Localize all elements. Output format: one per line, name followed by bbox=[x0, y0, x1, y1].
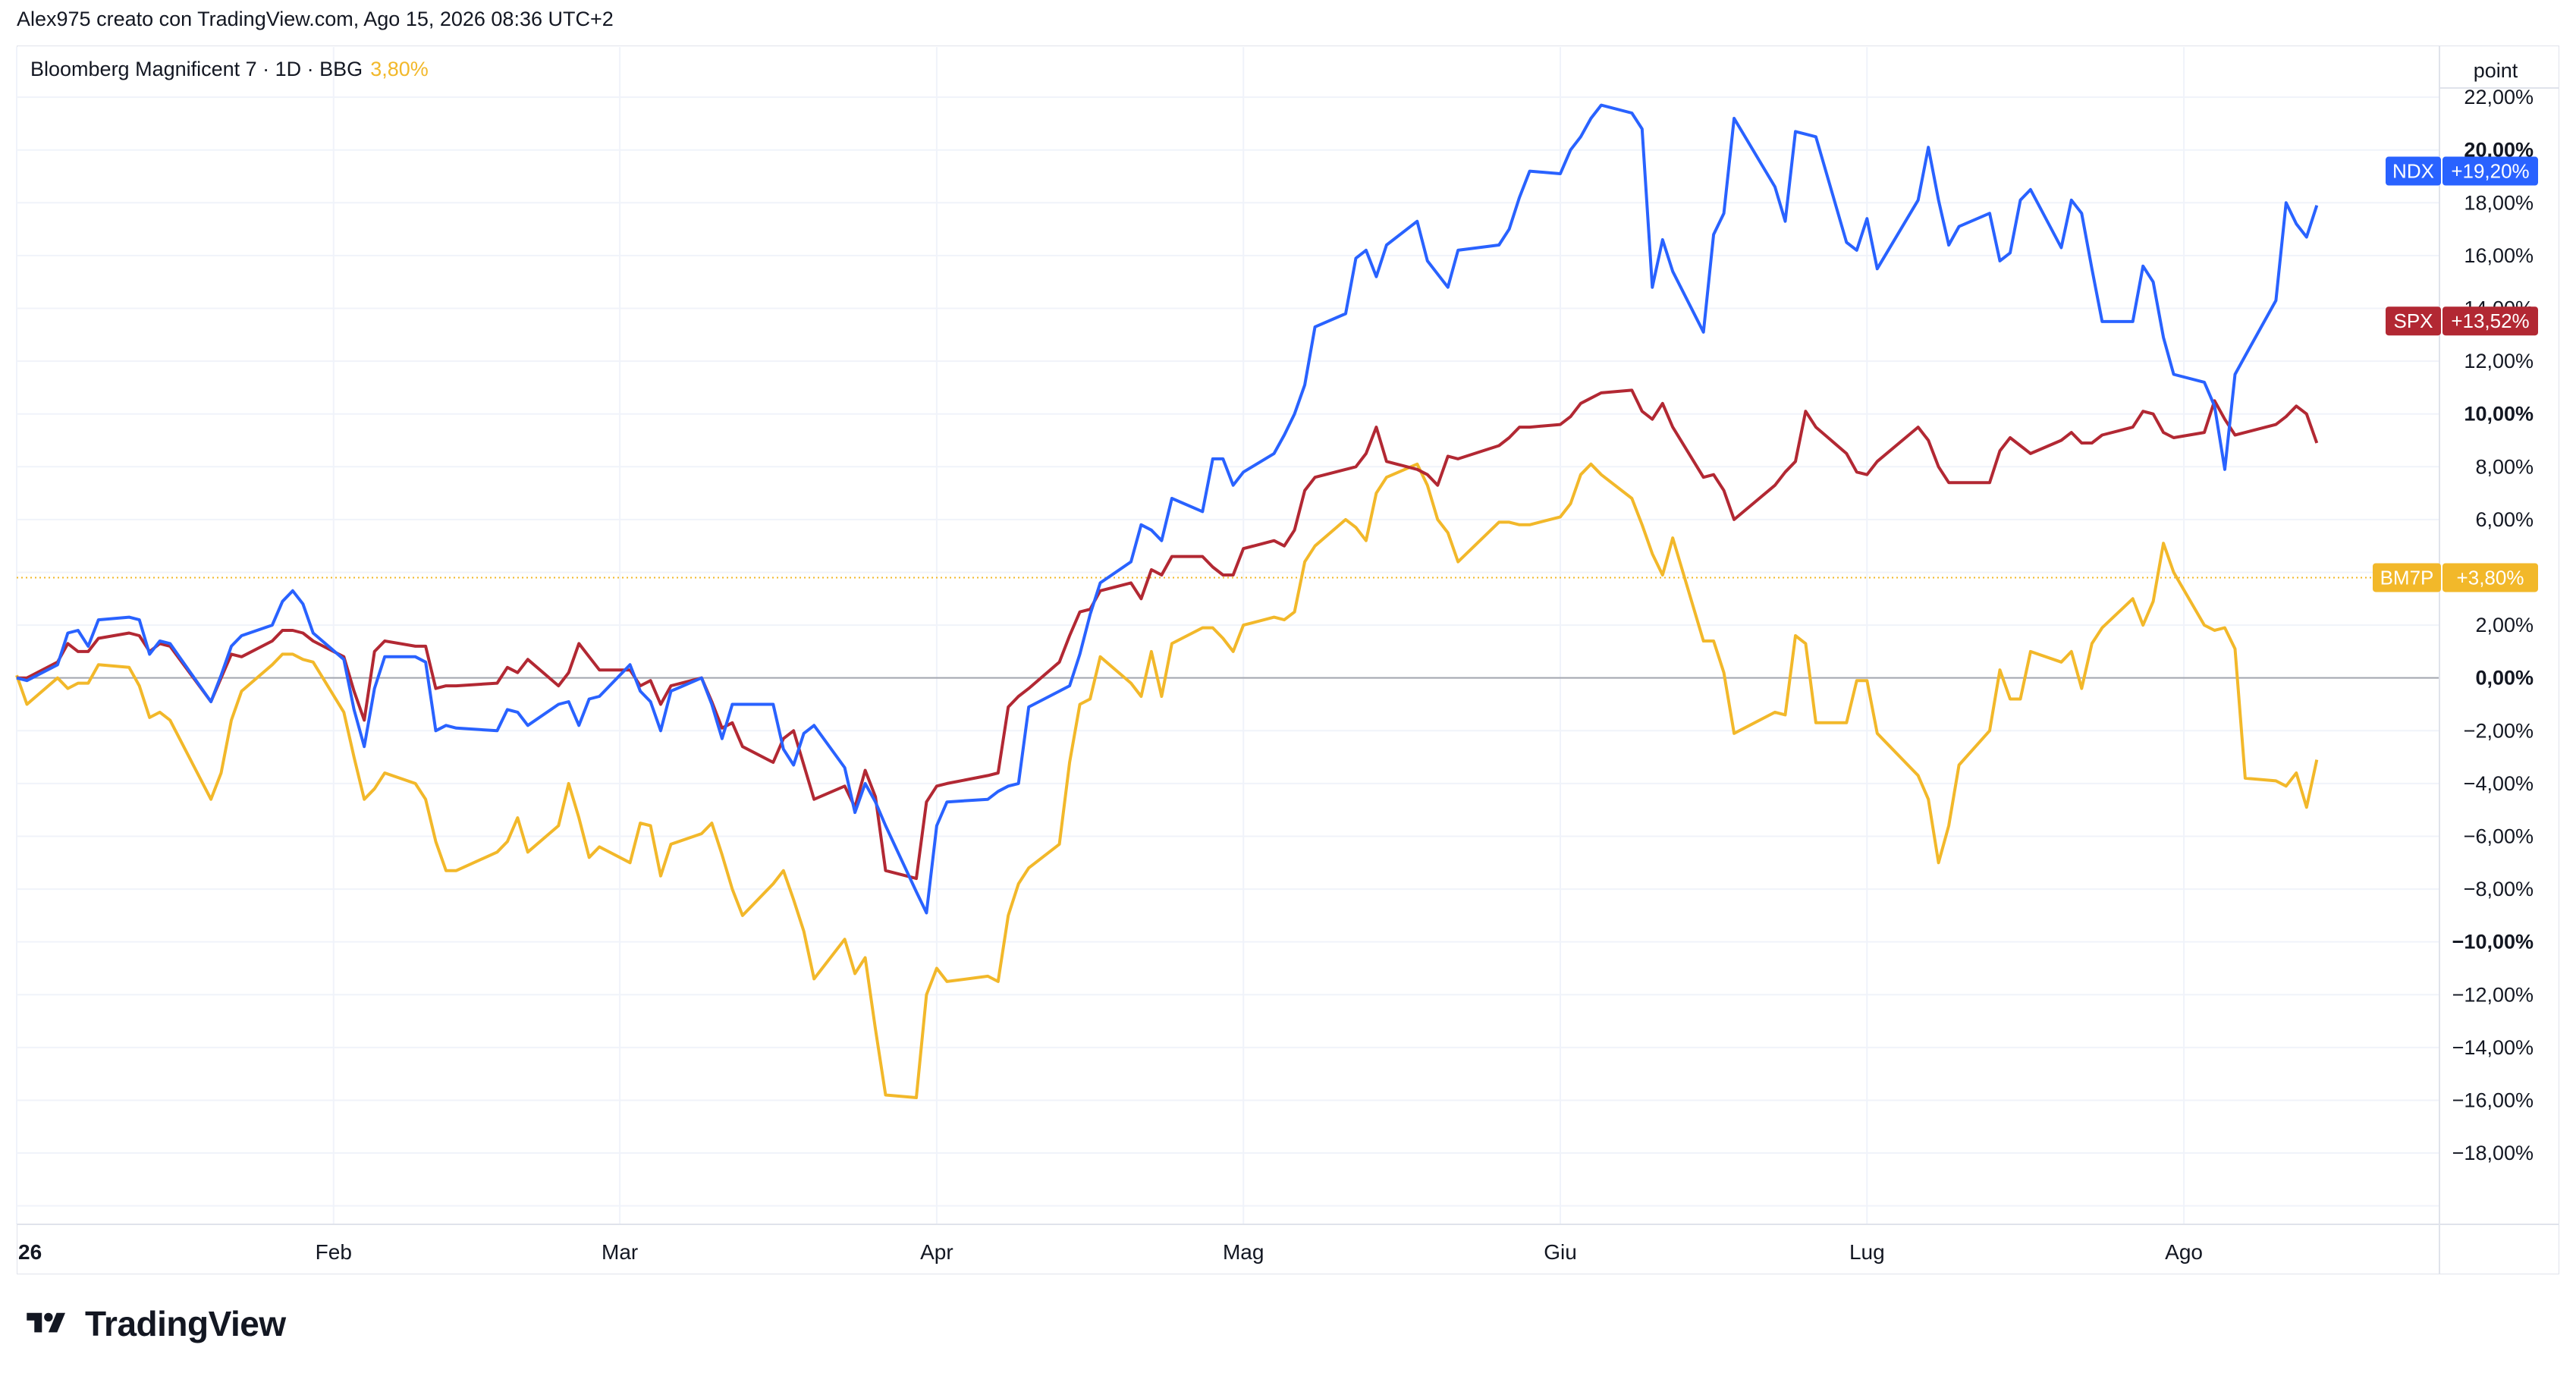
y-tick-label: 6,00% bbox=[2475, 508, 2534, 531]
series-lines bbox=[15, 103, 2439, 1099]
tag-value-bg bbox=[2442, 563, 2538, 592]
x-tick-label: 26 bbox=[18, 1240, 42, 1264]
x-axis: 26 Feb Mar Apr Mag Giu Lug Ago bbox=[17, 1224, 2559, 1264]
y-tick-label: −10,00% bbox=[2452, 931, 2534, 954]
y-tick-label: 16,00% bbox=[2464, 244, 2534, 267]
series-line-spx[interactable] bbox=[17, 388, 2319, 881]
series-line-bm7p[interactable] bbox=[15, 462, 2319, 1099]
units-toggle[interactable]: point bbox=[2473, 59, 2518, 82]
x-tick-label: Apr bbox=[920, 1240, 953, 1264]
y-tick-label: 0,00% bbox=[2475, 667, 2534, 690]
last-value-tag-ndx: NDX +19,20% bbox=[2386, 156, 2538, 186]
y-tick-label: 22,00% bbox=[2464, 86, 2534, 108]
tradingview-logo-text: TradingView bbox=[85, 1304, 286, 1343]
last-value-tags: BM7P +3,80% SPX +13,52% NDX +19,20% bbox=[2373, 156, 2538, 592]
y-tick-label: −8,00% bbox=[2464, 878, 2534, 900]
tag-name-bg bbox=[2386, 156, 2441, 186]
tag-name-bg bbox=[2386, 306, 2441, 336]
x-tick-label: Giu bbox=[1544, 1240, 1577, 1264]
y-axis: 22,00%20,00%18,00%16,00%14,00%12,00%10,0… bbox=[2439, 46, 2559, 1274]
tradingview-logo-icon bbox=[27, 1312, 65, 1333]
y-tick-label: 8,00% bbox=[2475, 455, 2534, 478]
legend-title: Bloomberg Magnificent 7 · 1D · BBG bbox=[30, 58, 363, 80]
tag-value-bg bbox=[2442, 156, 2538, 186]
series-line-ndx[interactable] bbox=[16, 103, 2319, 915]
legend-value: 3,80% bbox=[370, 58, 429, 80]
x-tick-label: Mag bbox=[1223, 1240, 1264, 1264]
y-tick-label: −2,00% bbox=[2464, 719, 2534, 742]
y-tick-label: 2,00% bbox=[2475, 614, 2534, 636]
chart-legend[interactable]: Bloomberg Magnificent 7 · 1D · BBG 3,80% bbox=[30, 58, 429, 81]
y-tick-label: −18,00% bbox=[2452, 1142, 2534, 1164]
tag-value-bg bbox=[2442, 306, 2538, 336]
y-tick-label: −14,00% bbox=[2452, 1036, 2534, 1059]
y-tick-label: −16,00% bbox=[2452, 1089, 2534, 1111]
y-tick-label: −4,00% bbox=[2464, 772, 2534, 795]
tradingview-logo[interactable]: TradingView bbox=[17, 1303, 286, 1344]
y-tick-label: 18,00% bbox=[2464, 191, 2534, 214]
tag-value-text: +19,20% bbox=[2451, 160, 2529, 183]
x-tick-label: Mar bbox=[602, 1240, 638, 1264]
x-tick-label: Ago bbox=[2165, 1240, 2203, 1264]
x-tick-label: Lug bbox=[1849, 1240, 1885, 1264]
last-value-tag-spx: SPX +13,52% bbox=[2386, 306, 2538, 336]
tag-name-text: NDX bbox=[2392, 160, 2434, 183]
tag-name-text: BM7P bbox=[2380, 566, 2434, 589]
tag-name-bg bbox=[2373, 563, 2441, 592]
grid-lines bbox=[16, 47, 2439, 1224]
tag-name-text: SPX bbox=[2393, 309, 2433, 332]
y-tick-label: 10,00% bbox=[2464, 403, 2534, 426]
tag-value-text: +3,80% bbox=[2457, 566, 2524, 589]
last-value-tag-bm7p: BM7P +3,80% bbox=[2373, 563, 2538, 592]
x-tick-label: Feb bbox=[316, 1240, 352, 1264]
y-tick-label: −12,00% bbox=[2452, 983, 2534, 1006]
tag-value-text: +13,52% bbox=[2451, 309, 2529, 332]
chart-attribution: Alex975 creato con TradingView.com, Ago … bbox=[17, 8, 614, 30]
y-tick-label: 12,00% bbox=[2464, 350, 2534, 372]
y-tick-label: −6,00% bbox=[2464, 825, 2534, 847]
